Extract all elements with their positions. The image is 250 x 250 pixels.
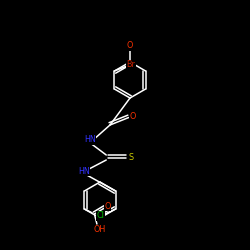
Text: S: S (129, 153, 134, 162)
Text: HN: HN (84, 136, 96, 144)
Text: Cl: Cl (96, 212, 104, 220)
Text: Br: Br (126, 60, 135, 69)
Text: O: O (127, 41, 133, 50)
Text: HN: HN (78, 167, 90, 176)
Text: O: O (129, 112, 136, 121)
Text: OH: OH (94, 226, 106, 234)
Text: O: O (104, 202, 110, 211)
